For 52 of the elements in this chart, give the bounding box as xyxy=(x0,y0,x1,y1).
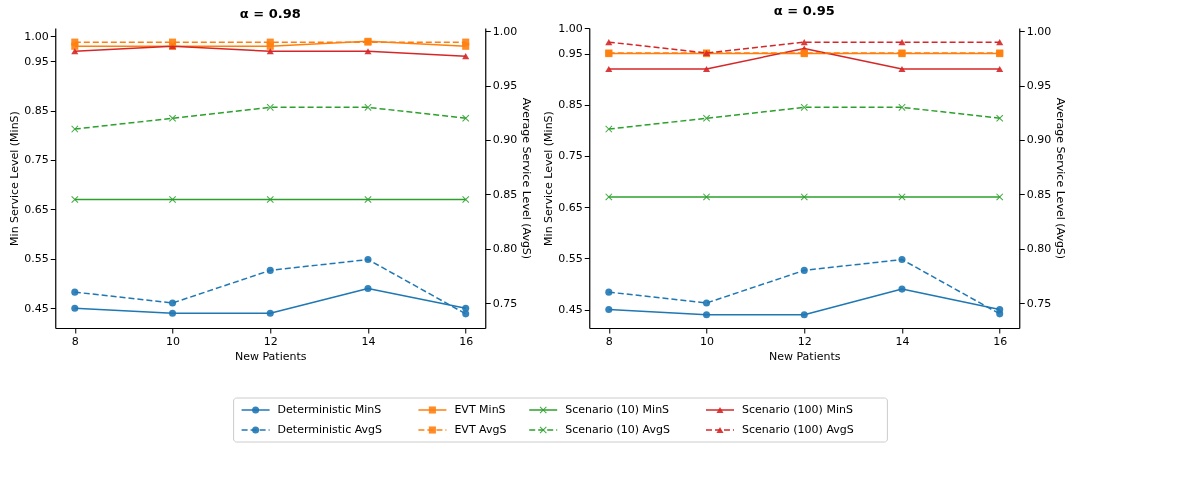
y-tick-label: 0.85 xyxy=(24,104,49,118)
y-tick-label: 0.65 xyxy=(24,202,49,216)
x-tick-label: 16 xyxy=(993,334,1008,348)
y2-tick-label: 0.80 xyxy=(1026,242,1052,256)
chart-title: α = 0.98 xyxy=(239,6,301,22)
y2-axis-title: Average Service Level (AvgS) xyxy=(1054,97,1068,260)
x-tick-label: 14 xyxy=(361,334,376,348)
legend-label: Scenario (10) MinS xyxy=(565,403,670,416)
x-tick-label: 8 xyxy=(71,334,79,348)
y-tick-label: 0.75 xyxy=(24,153,49,167)
y-tick-label: 1.00 xyxy=(558,21,583,35)
legend-label: Scenario (10) AvgS xyxy=(565,423,670,436)
y-tick-label: 0.95 xyxy=(24,54,49,68)
y2-axis-title: Average Service Level (AvgS) xyxy=(520,97,534,260)
y-tick-label: 0.95 xyxy=(558,47,583,61)
x-tick-label: 14 xyxy=(895,334,910,348)
y-axis-title: Min Service Level (MinS) xyxy=(8,111,22,246)
x-tick-label: 12 xyxy=(797,334,812,348)
y-tick-label: 0.55 xyxy=(24,252,49,266)
y2-tick-label: 0.75 xyxy=(1026,296,1052,310)
y-tick-label: 0.85 xyxy=(558,98,583,112)
x-axis-title: New Patients xyxy=(234,349,307,363)
y2-tick-label: 0.85 xyxy=(1026,187,1052,201)
y2-tick-label: 0.75 xyxy=(492,296,518,310)
y-tick-label: 0.75 xyxy=(558,149,583,163)
legend-label: Scenario (100) MinS xyxy=(742,403,853,416)
y-tick-label: 0.45 xyxy=(558,303,583,317)
chart-title: α = 0.95 xyxy=(773,3,835,18)
y2-tick-label: 0.95 xyxy=(1026,79,1052,93)
legend-label: EVT AvgS xyxy=(454,423,507,436)
y2-tick-label: 1.00 xyxy=(1026,24,1052,38)
x-tick-label: 10 xyxy=(166,334,181,348)
legend-label: Scenario (100) AvgS xyxy=(742,423,854,436)
y2-tick-label: 0.90 xyxy=(492,133,518,147)
y2-tick-label: 0.85 xyxy=(492,187,518,201)
y2-tick-label: 0.95 xyxy=(492,79,518,93)
y-tick-label: 0.65 xyxy=(558,200,583,214)
y-axis-title: Min Service Level (MinS) xyxy=(542,111,556,246)
y2-tick-label: 1.00 xyxy=(492,24,518,38)
x-tick-label: 12 xyxy=(263,334,278,348)
x-tick-label: 10 xyxy=(700,334,715,348)
y-tick-label: 0.45 xyxy=(24,301,49,315)
x-tick-label: 16 xyxy=(459,334,474,348)
x-tick-label: 8 xyxy=(605,334,613,348)
legend-label: Deterministic AvgS xyxy=(277,423,383,436)
x-axis-title: New Patients xyxy=(768,349,841,363)
legend-label: Deterministic MinS xyxy=(277,403,382,416)
y2-tick-label: 0.80 xyxy=(492,242,518,256)
y-tick-label: 0.55 xyxy=(558,251,583,265)
y-tick-label: 1.00 xyxy=(24,29,49,43)
legend-label: EVT MinS xyxy=(454,403,506,416)
y2-tick-label: 0.90 xyxy=(1026,133,1052,147)
